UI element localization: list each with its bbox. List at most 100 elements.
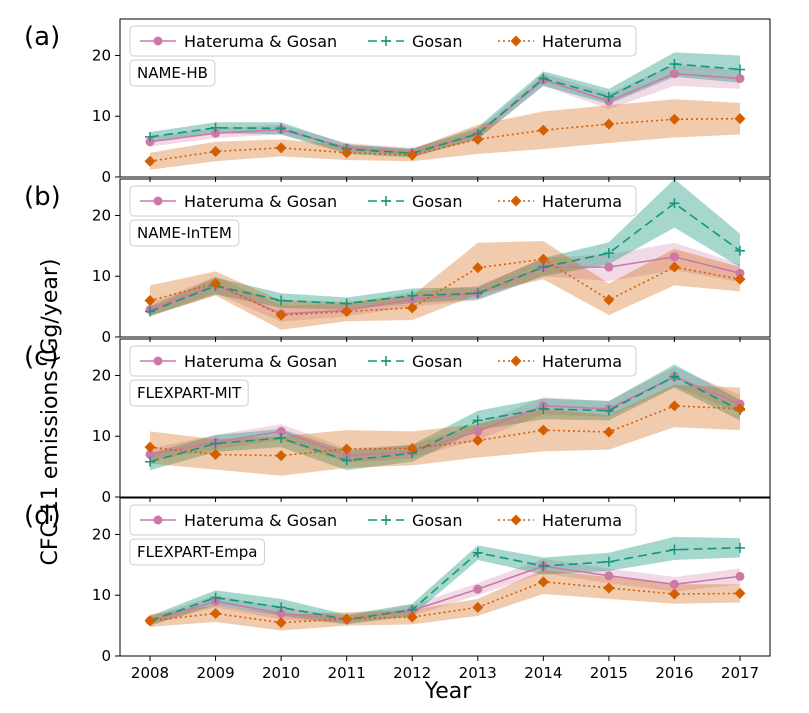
point-hateruma xyxy=(275,617,287,629)
model-label-text: FLEXPART-Empa xyxy=(137,543,257,561)
point-hateruma xyxy=(603,118,615,130)
y-tick-label: 10 xyxy=(92,586,111,604)
point-hateruma xyxy=(341,613,353,625)
point-hateruma xyxy=(341,443,353,455)
point-hateruma xyxy=(341,305,353,317)
point-gosan xyxy=(145,306,155,317)
point-hateruma xyxy=(210,607,222,619)
legend-marker-hateruma-gosan xyxy=(153,36,163,46)
plot-frame xyxy=(119,178,771,338)
point-gosan xyxy=(276,295,287,306)
point-hateruma xyxy=(603,426,615,438)
line-hateruma xyxy=(149,117,741,162)
point-hateruma xyxy=(472,434,484,446)
model-label: NAME-InTEM xyxy=(129,219,240,247)
point-hateruma xyxy=(144,615,156,627)
point-hateruma xyxy=(603,582,615,594)
model-label-box xyxy=(129,59,216,87)
x-tick-label: 2013 xyxy=(459,664,497,682)
legend-label-gosan: Gosan xyxy=(412,352,462,371)
model-label-box xyxy=(129,219,240,247)
point-hateruma xyxy=(472,262,484,274)
panel-label: (b) xyxy=(24,182,61,212)
legend-label-gosan: Gosan xyxy=(412,192,462,211)
legend: Hateruma & Gosan Gosan Hateruma xyxy=(129,25,637,57)
point-gosan xyxy=(210,592,221,603)
panel-label: (d) xyxy=(24,501,61,531)
legend-label-hateruma-gosan: Hateruma & Gosan xyxy=(184,192,337,211)
band-hateruma xyxy=(150,240,740,330)
legend-marker-hateruma xyxy=(510,195,522,207)
point-hateruma xyxy=(668,588,680,600)
point-hateruma xyxy=(275,450,287,462)
legend-marker-gosan xyxy=(381,196,391,206)
point-gosan xyxy=(276,602,287,613)
point-hateruma-gosan xyxy=(669,69,679,79)
y-tick-label: 10 xyxy=(92,427,111,445)
point-gosan xyxy=(735,542,745,553)
point-hateruma xyxy=(406,149,418,161)
line-hateruma xyxy=(149,258,741,316)
point-hateruma-gosan xyxy=(276,426,286,436)
point-gosan xyxy=(472,288,483,299)
model-label: FLEXPART-Empa xyxy=(129,538,265,566)
legend-label-hateruma-gosan: Hateruma & Gosan xyxy=(184,511,337,530)
point-hateruma-gosan xyxy=(473,584,483,594)
legend-marker-gosan xyxy=(381,356,391,366)
point-gosan xyxy=(735,245,745,256)
point-gosan xyxy=(472,415,483,426)
point-hateruma xyxy=(210,145,222,157)
point-gosan xyxy=(538,561,549,572)
legend-marker-gosan xyxy=(381,515,391,525)
point-hateruma xyxy=(406,611,418,623)
point-hateruma xyxy=(275,142,287,154)
point-hateruma xyxy=(603,294,615,306)
point-hateruma xyxy=(537,576,549,588)
point-hateruma xyxy=(341,147,353,159)
model-label-box xyxy=(129,379,249,407)
point-gosan xyxy=(210,438,221,449)
point-hateruma-gosan xyxy=(276,608,286,618)
line-hateruma-gosan xyxy=(149,255,741,315)
x-tick-label: 2010 xyxy=(262,664,300,682)
point-gosan xyxy=(669,58,680,69)
point-gosan xyxy=(603,91,614,102)
line-hateruma xyxy=(149,581,741,624)
point-hateruma xyxy=(668,113,680,125)
y-tick-label: 20 xyxy=(92,46,111,64)
y-tick-label: 10 xyxy=(92,267,111,285)
y-tick-label: 20 xyxy=(92,366,111,384)
point-gosan xyxy=(276,123,287,134)
x-tick-label: 2012 xyxy=(393,664,431,682)
x-tick-label: 2016 xyxy=(655,664,693,682)
legend-label-hateruma-gosan: Hateruma & Gosan xyxy=(184,32,337,51)
point-gosan xyxy=(210,122,221,133)
point-hateruma-gosan xyxy=(669,252,679,262)
point-hateruma-gosan xyxy=(735,268,745,278)
point-gosan xyxy=(145,131,155,142)
point-hateruma xyxy=(668,400,680,412)
y-tick-label: 0 xyxy=(101,647,111,665)
panel-d: (d) 0 10 20 2008 2009 2010 2011 2012 2013 2014 2015… xyxy=(24,497,771,682)
legend-label-hateruma: Hateruma xyxy=(542,352,622,371)
plot-frame xyxy=(119,338,771,498)
panel-b: (b) 0 10 20 Hateruma & Gosan Gosan Hateruma NAM… xyxy=(24,178,771,346)
point-hateruma xyxy=(472,133,484,145)
legend-marker-hateruma xyxy=(510,514,522,526)
legend-marker-hateruma-gosan xyxy=(153,515,163,525)
line-hateruma-gosan xyxy=(149,565,741,622)
point-hateruma xyxy=(144,295,156,307)
legend-marker-hateruma-gosan xyxy=(153,196,163,206)
point-hateruma-gosan xyxy=(669,579,679,589)
model-label: FLEXPART-MIT xyxy=(129,379,249,407)
y-tick-label: 20 xyxy=(92,525,111,543)
legend-marker-hateruma xyxy=(510,35,522,47)
x-tick-label: 2008 xyxy=(131,664,169,682)
point-hateruma xyxy=(734,113,746,125)
panel-label: (a) xyxy=(24,22,60,52)
point-gosan xyxy=(735,64,745,75)
point-gosan xyxy=(276,433,287,444)
line-gosan xyxy=(149,547,741,622)
plot-frame xyxy=(119,497,771,657)
